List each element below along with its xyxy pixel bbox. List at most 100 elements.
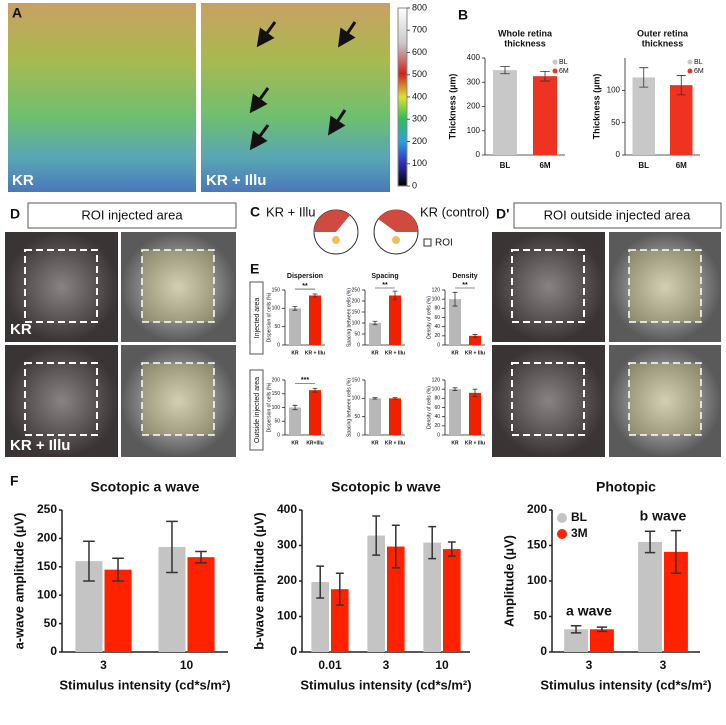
- y-tick-label: 50: [354, 414, 360, 420]
- y-tick-label: 50: [611, 118, 620, 127]
- y-tick-label: 60: [434, 315, 440, 321]
- panel-label: A: [12, 5, 22, 21]
- y-tick-label: 150: [527, 538, 547, 552]
- y-tick-label: 80: [434, 306, 440, 312]
- x-tick-label: 3: [586, 658, 593, 672]
- label: ROI: [435, 238, 453, 249]
- y-tick-label: 150: [352, 309, 361, 315]
- y-tick-label: 100: [37, 587, 57, 601]
- colorbar: [397, 7, 408, 187]
- chart-title: Outer retina: [637, 28, 689, 38]
- panel-label: F: [10, 473, 19, 489]
- legend-label: BL: [571, 510, 587, 524]
- bar: [664, 551, 688, 652]
- bar: [493, 70, 517, 155]
- error-bar: [447, 541, 456, 557]
- y-tick-label: 100: [277, 609, 297, 623]
- y-tick-label: 0: [277, 432, 280, 438]
- x-tick-label: KR + Illu: [385, 440, 405, 446]
- bar: [469, 335, 481, 345]
- colorbar-tick-label: 300: [412, 114, 427, 124]
- panel-label: C: [250, 204, 260, 220]
- x-axis-label: Stimulus intensity (cd*s/m²): [540, 677, 711, 692]
- y-axis-label: Thickness (µm): [447, 74, 457, 140]
- x-tick-label: KR: [291, 350, 299, 356]
- x-tick-label: BL: [500, 161, 511, 170]
- error-bar: [83, 540, 95, 582]
- colorbar-tick-label: 0: [412, 180, 417, 190]
- significance-label: **: [382, 282, 388, 289]
- y-tick-label: 50: [354, 331, 360, 337]
- error-bar: [570, 624, 582, 634]
- y-tick-label: 150: [37, 559, 57, 573]
- panel-label: D: [10, 206, 20, 222]
- x-tick-label: 3: [660, 658, 667, 672]
- y-axis-label: Dispersion of cells (%): [266, 382, 272, 432]
- y-tick-label: 0: [476, 150, 481, 159]
- y-tick-label: 120: [432, 287, 441, 293]
- error-bar: [112, 557, 124, 582]
- error-bar: [335, 572, 344, 606]
- legend-marker: [557, 529, 567, 539]
- error-bar: [452, 387, 458, 391]
- y-axis-label: Amplitude (µV): [501, 535, 516, 627]
- panel-d-prime: D' ROI outside injected area: [492, 202, 722, 457]
- legend-marker: [552, 59, 558, 65]
- y-tick-label: 250: [352, 287, 361, 293]
- bar: [331, 589, 349, 652]
- y-tick-label: 200: [352, 298, 361, 304]
- y-axis-label: Dispersion of cells (%): [266, 292, 272, 342]
- row-label: Outside injected area: [254, 377, 261, 443]
- colorbar-tick-label: 400: [412, 91, 427, 101]
- x-tick-label: 3: [100, 658, 107, 672]
- error-bar: [452, 291, 458, 307]
- panel-a: A KR KR + Illu: [8, 3, 390, 192]
- colorbar-tick-label: 200: [412, 136, 427, 146]
- y-tick-label: 250: [37, 502, 57, 516]
- y-axis-label: b-wave amplitude (µV): [251, 512, 266, 650]
- y-axis-label: Spacing between cells (%): [346, 378, 352, 437]
- y-tick-label: 150: [272, 391, 281, 397]
- y-tick-label: 50: [274, 324, 280, 330]
- y-tick-label: 0: [357, 432, 360, 438]
- error-bar: [312, 387, 318, 393]
- error-bar: [540, 70, 550, 82]
- error-bar: [292, 404, 298, 411]
- error-bar: [391, 524, 400, 569]
- row-label: Injected area: [254, 298, 261, 339]
- y-tick-label: 200: [527, 502, 547, 516]
- x-tick-label: KR: [451, 350, 459, 356]
- panel-label: E: [250, 261, 259, 277]
- error-bar: [670, 529, 682, 574]
- error-bar: [472, 334, 478, 338]
- colorbar-tick-label: 500: [412, 69, 427, 79]
- chart-title: Scotopic b wave: [331, 479, 441, 495]
- bar: [443, 549, 461, 652]
- error-bar: [644, 530, 656, 554]
- chart-title: Scotopic a wave: [91, 479, 200, 495]
- x-tick-label: KR + Illu: [385, 350, 405, 356]
- bar: [309, 390, 321, 435]
- bar: [449, 389, 461, 435]
- chart-title: thickness: [642, 38, 684, 48]
- bar: [311, 582, 329, 652]
- error-bar: [372, 515, 381, 556]
- y-tick-label: 300: [467, 77, 481, 86]
- legend-label: BL: [559, 59, 568, 66]
- y-tick-label: 100: [352, 320, 361, 326]
- x-tick-label: KR+Illu: [306, 440, 323, 446]
- error-bar: [428, 525, 437, 560]
- x-tick-label: 10: [435, 658, 449, 672]
- bar: [369, 398, 381, 435]
- bar: [309, 295, 321, 345]
- bar: [289, 407, 301, 435]
- y-tick-label: 40: [434, 414, 440, 420]
- y-tick-label: 100: [272, 306, 281, 312]
- y-tick-label: 50: [44, 616, 58, 630]
- bar: [670, 85, 693, 155]
- y-tick-label: 0: [357, 342, 360, 348]
- y-tick-label: 60: [434, 405, 440, 411]
- y-tick-label: 0: [437, 432, 440, 438]
- x-tick-label: KR: [371, 440, 379, 446]
